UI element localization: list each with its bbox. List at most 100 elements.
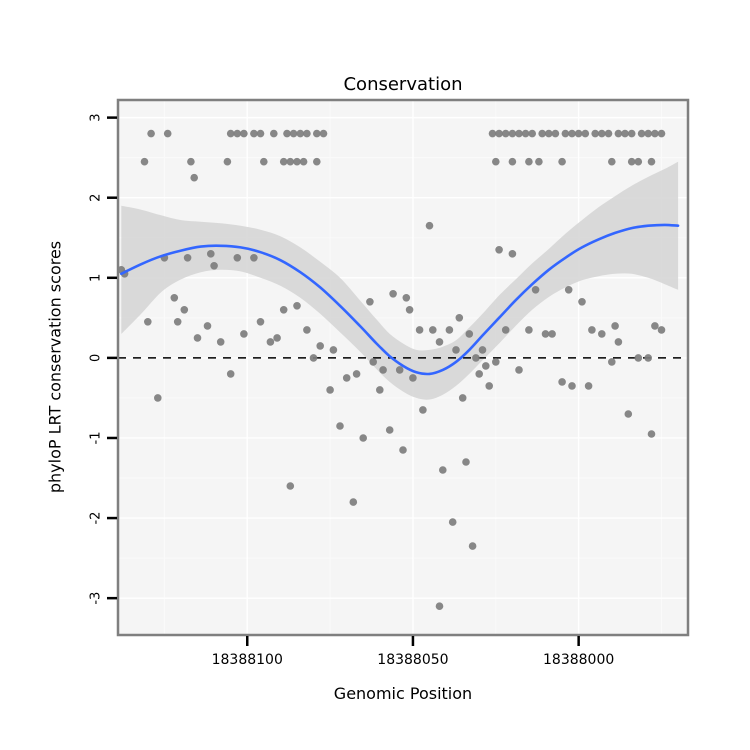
y-tick-label: -2 [89,512,104,525]
data-point [588,326,596,334]
data-point [538,129,546,138]
data-point [657,129,666,138]
data-point [233,253,242,262]
data-point [508,250,517,258]
data-point [296,129,305,138]
data-point [187,157,195,166]
data-point [286,157,295,166]
data-point [478,346,487,354]
data-point [190,173,198,182]
data-point [163,129,172,138]
data-point [455,314,464,322]
data-point [574,129,583,138]
data-point [508,157,517,166]
data-point [376,386,384,394]
data-point [207,250,215,258]
data-point [395,366,404,374]
data-point [564,286,573,294]
data-point [475,370,484,378]
data-point [604,129,613,138]
data-point [508,129,517,138]
data-point [528,129,536,138]
data-point [286,482,295,490]
data-point [399,446,407,454]
data-point [581,129,590,138]
data-point [448,518,457,526]
data-point [651,129,659,138]
data-point [651,322,659,330]
data-point [627,129,636,138]
data-point [515,129,523,138]
data-point [326,386,334,394]
x-tick-label: 18388000 [543,652,614,668]
data-point [402,294,411,302]
data-point [256,129,265,138]
data-point [482,362,490,370]
data-point [614,129,623,138]
data-point [279,157,288,166]
data-point [313,129,321,138]
data-point [525,157,533,166]
data-point [170,294,179,302]
data-point [313,157,321,166]
data-point [608,157,616,166]
data-point [256,318,265,326]
y-tick-label: 3 [89,113,104,121]
data-point [445,326,454,334]
data-point [561,129,570,138]
data-point [293,157,301,166]
data-point [273,334,281,342]
data-point [611,322,619,330]
data-point [260,157,268,166]
data-point [644,129,652,138]
data-point [591,129,599,138]
data-point [525,326,533,334]
data-point [531,286,540,294]
data-point [409,374,417,382]
data-point [558,157,566,166]
data-point [147,129,155,138]
data-point [541,330,550,338]
data-point [598,330,606,338]
y-axis-label: phyloP LRT conservation scores [45,240,65,494]
data-point [379,366,387,374]
data-point [627,157,636,166]
data-point [369,358,378,366]
data-point [366,298,374,306]
data-point [240,129,248,138]
data-point [140,157,149,166]
data-point [173,318,182,326]
data-point [657,326,666,334]
data-point [415,326,424,334]
data-point [429,326,437,334]
data-point [240,330,248,338]
data-point [501,129,510,138]
data-point [336,422,344,430]
y-tick-label: -1 [89,431,104,444]
data-point [385,426,394,434]
data-point [472,354,480,362]
data-point [492,157,500,166]
data-point [634,354,643,362]
data-point [283,129,291,138]
x-tick-label: 18388050 [377,652,448,668]
data-point [210,262,218,270]
data-point [303,326,311,334]
panel-border [116,98,690,637]
smooth-line [120,223,680,376]
x-tick-label: 18388100 [212,652,283,668]
x-axis-label: Genomic Position [333,684,473,703]
data-point [452,346,460,354]
data-point [279,306,288,314]
y-tick-label: 2 [89,194,104,202]
data-point [495,246,503,254]
data-point [621,129,629,138]
data-point [515,366,523,374]
data-point [289,129,298,138]
data-point [578,298,586,306]
data-point [303,129,311,138]
data-point [608,358,616,366]
y-tick-label: 0 [89,354,104,362]
y-tick-label: -3 [89,592,104,605]
data-point [647,430,656,438]
